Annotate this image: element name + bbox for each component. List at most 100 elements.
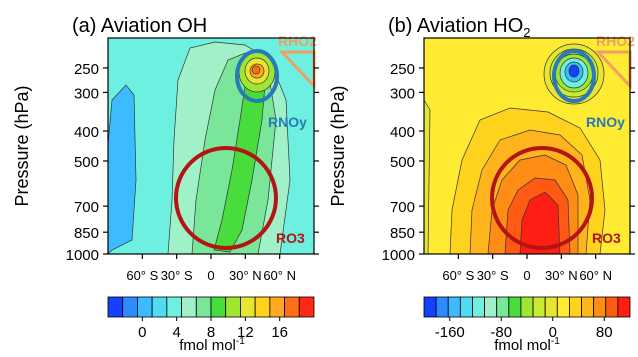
panel-a-xtick-label: 0: [207, 268, 214, 283]
colorbar-b-swatch: [447, 296, 461, 318]
panel-a-ytick-label: 250: [74, 61, 99, 78]
colorbar-b-swatch: [472, 296, 485, 318]
colorbar-b-tick-label: 80: [596, 324, 613, 341]
panel-b-xtick-label: 30° N: [545, 268, 578, 283]
colorbar-a-tick-label: 12: [237, 324, 254, 341]
colorbar-a-swatch: [284, 296, 300, 318]
colorbar-a: 0 4 8 12 16: [107, 296, 315, 341]
colorbar-b-units-text: fmol mol: [494, 337, 551, 354]
panel-a-ytick-label: 850: [74, 225, 99, 242]
panel-b-title-sub: 2: [523, 25, 530, 40]
contour-a-low-left: [108, 84, 137, 254]
panel-b-contours: [424, 38, 630, 254]
colorbar-a-units-exponent: -1: [236, 336, 245, 347]
panel-b-ytick-label: 700: [390, 199, 415, 216]
panel-a-ytick-label: 300: [74, 85, 99, 102]
colorbar-a-tick-label: 0: [138, 324, 146, 341]
panel-b-axes: 250 300 400 500 700 850 1000 60° S 30° S 0 30° N 60…: [382, 61, 635, 283]
region-b-rnoy-label: RNOy: [586, 114, 625, 130]
panel-b-ylabel: Pressure (hPa): [328, 85, 348, 206]
panel-b-xtick-label: 30° S: [477, 268, 509, 283]
panel-b-title: (b) Aviation HO2: [388, 15, 530, 40]
region-b-rnoy: [552, 49, 596, 103]
colorbar-b-swatch: [459, 296, 473, 318]
region-a-rnoy: [235, 49, 279, 103]
colorbar-a-units-text: fmol mol: [179, 337, 236, 354]
contour-a-max-4: [251, 65, 261, 75]
panel-b-ytick-label: 250: [390, 61, 415, 78]
colorbar-b-swatch: [435, 296, 449, 318]
contour-b-min-6: [568, 64, 580, 78]
colorbar-b-swatch: [532, 296, 546, 318]
colorbar-b-swatch: [484, 296, 498, 318]
panel-a-ytick-label: 500: [74, 154, 99, 171]
colorbar-b-swatch: [581, 296, 595, 318]
region-b-ro3: [490, 146, 594, 250]
colorbar-a-swatch: [122, 296, 138, 318]
panel-b-title-main: (b) Aviation HO: [388, 15, 523, 37]
panel-b-xtick-label: 60° S: [442, 268, 474, 283]
region-a-rho2-label: RHO2: [278, 33, 317, 49]
colorbar-b-swatch: [605, 296, 619, 318]
colorbar-b-swatch: [520, 296, 534, 318]
region-a-ro3: [174, 146, 278, 250]
panel-b: (b) Aviation HO2 Pressure (hPa) RHO2 RNO…: [328, 15, 635, 283]
panel-a-ytick-label: 400: [74, 124, 99, 141]
panel-a-contours: [108, 38, 314, 254]
panel-a-xtick-label: 60° N: [263, 268, 296, 283]
panel-a-ylabel: Pressure (hPa): [12, 85, 32, 206]
colorbar-b-units: fmol mol-1: [494, 336, 560, 354]
colorbar-a-swatch: [210, 296, 227, 318]
colorbar-a-swatch: [181, 296, 197, 318]
contour-b-left-edge: [424, 99, 431, 254]
colorbar-a-units: fmol mol-1: [179, 336, 245, 354]
colorbar-b-units-exponent: -1: [551, 336, 560, 347]
colorbar-a-swatch: [225, 296, 241, 318]
contour-b-warm-5: [519, 191, 561, 254]
colorbar-b-swatch: [556, 296, 570, 318]
panel-b-ytick-label: 1000: [382, 247, 415, 264]
colorbar-a-swatch: [240, 296, 256, 318]
colorbar-b-swatch: [423, 296, 437, 318]
panel-a-xtick-label: 30° N: [229, 268, 262, 283]
panel-a-ytick-label: 1000: [66, 247, 99, 264]
panel-a-axes: 250 300 400 500 700 850 1000 60° S 30° S 0 30° N 60…: [66, 61, 319, 283]
panel-b-ytick-label: 850: [390, 225, 415, 242]
panel-a-xtick-label: 60° S: [126, 268, 158, 283]
region-a-ro3-label: RO3: [276, 230, 305, 246]
colorbar-a-swatch: [166, 296, 182, 318]
colorbar-b-swatch: [508, 296, 522, 318]
region-a-rnoy-label: RNOy: [268, 114, 307, 130]
colorbar-a-swatch: [269, 296, 285, 318]
colorbar-a-tick-label: 8: [207, 324, 215, 341]
colorbar-b-tick-label: -160: [435, 324, 465, 341]
colorbar-b-swatch: [617, 296, 631, 318]
colorbar-a-swatch: [137, 296, 153, 318]
panel-b-xtick-label: 60° N: [579, 268, 612, 283]
colorbar-b-tick-label: 0: [549, 324, 557, 341]
colorbar-b-swatch: [544, 296, 558, 318]
panel-a-xtick-label: 30° S: [161, 268, 193, 283]
panel-a: (a) Aviation OH Pressure (hPa) RHO2 RNOy…: [12, 15, 319, 283]
colorbar-b-tick-label: -80: [490, 324, 512, 341]
region-b-rho2-label: RHO2: [596, 33, 635, 49]
panel-a-regions: [174, 49, 316, 250]
colorbar-a-swatch: [151, 296, 168, 318]
colorbar-a-tick-label: 16: [271, 324, 288, 341]
panel-a-ytick-label: 700: [74, 199, 99, 216]
panel-b-ytick-label: 500: [390, 154, 415, 171]
panel-b-ytick-label: 300: [390, 85, 415, 102]
colorbar-b-swatch: [496, 296, 510, 318]
region-b-ro3-label: RO3: [592, 230, 621, 246]
panel-a-title: (a) Aviation OH: [72, 15, 207, 37]
panel-b-ytick-label: 400: [390, 124, 415, 141]
colorbar-b-swatch: [569, 296, 582, 318]
colorbar-a-swatch: [195, 296, 212, 318]
colorbar-a-swatch: [298, 296, 315, 318]
colorbar-a-swatch: [107, 296, 124, 318]
panel-b-xtick-label: 0: [523, 268, 530, 283]
colorbar-b: -160 -80 0 80: [423, 296, 631, 341]
panel-b-regions: [490, 49, 632, 250]
colorbar-a-swatch: [254, 296, 271, 318]
